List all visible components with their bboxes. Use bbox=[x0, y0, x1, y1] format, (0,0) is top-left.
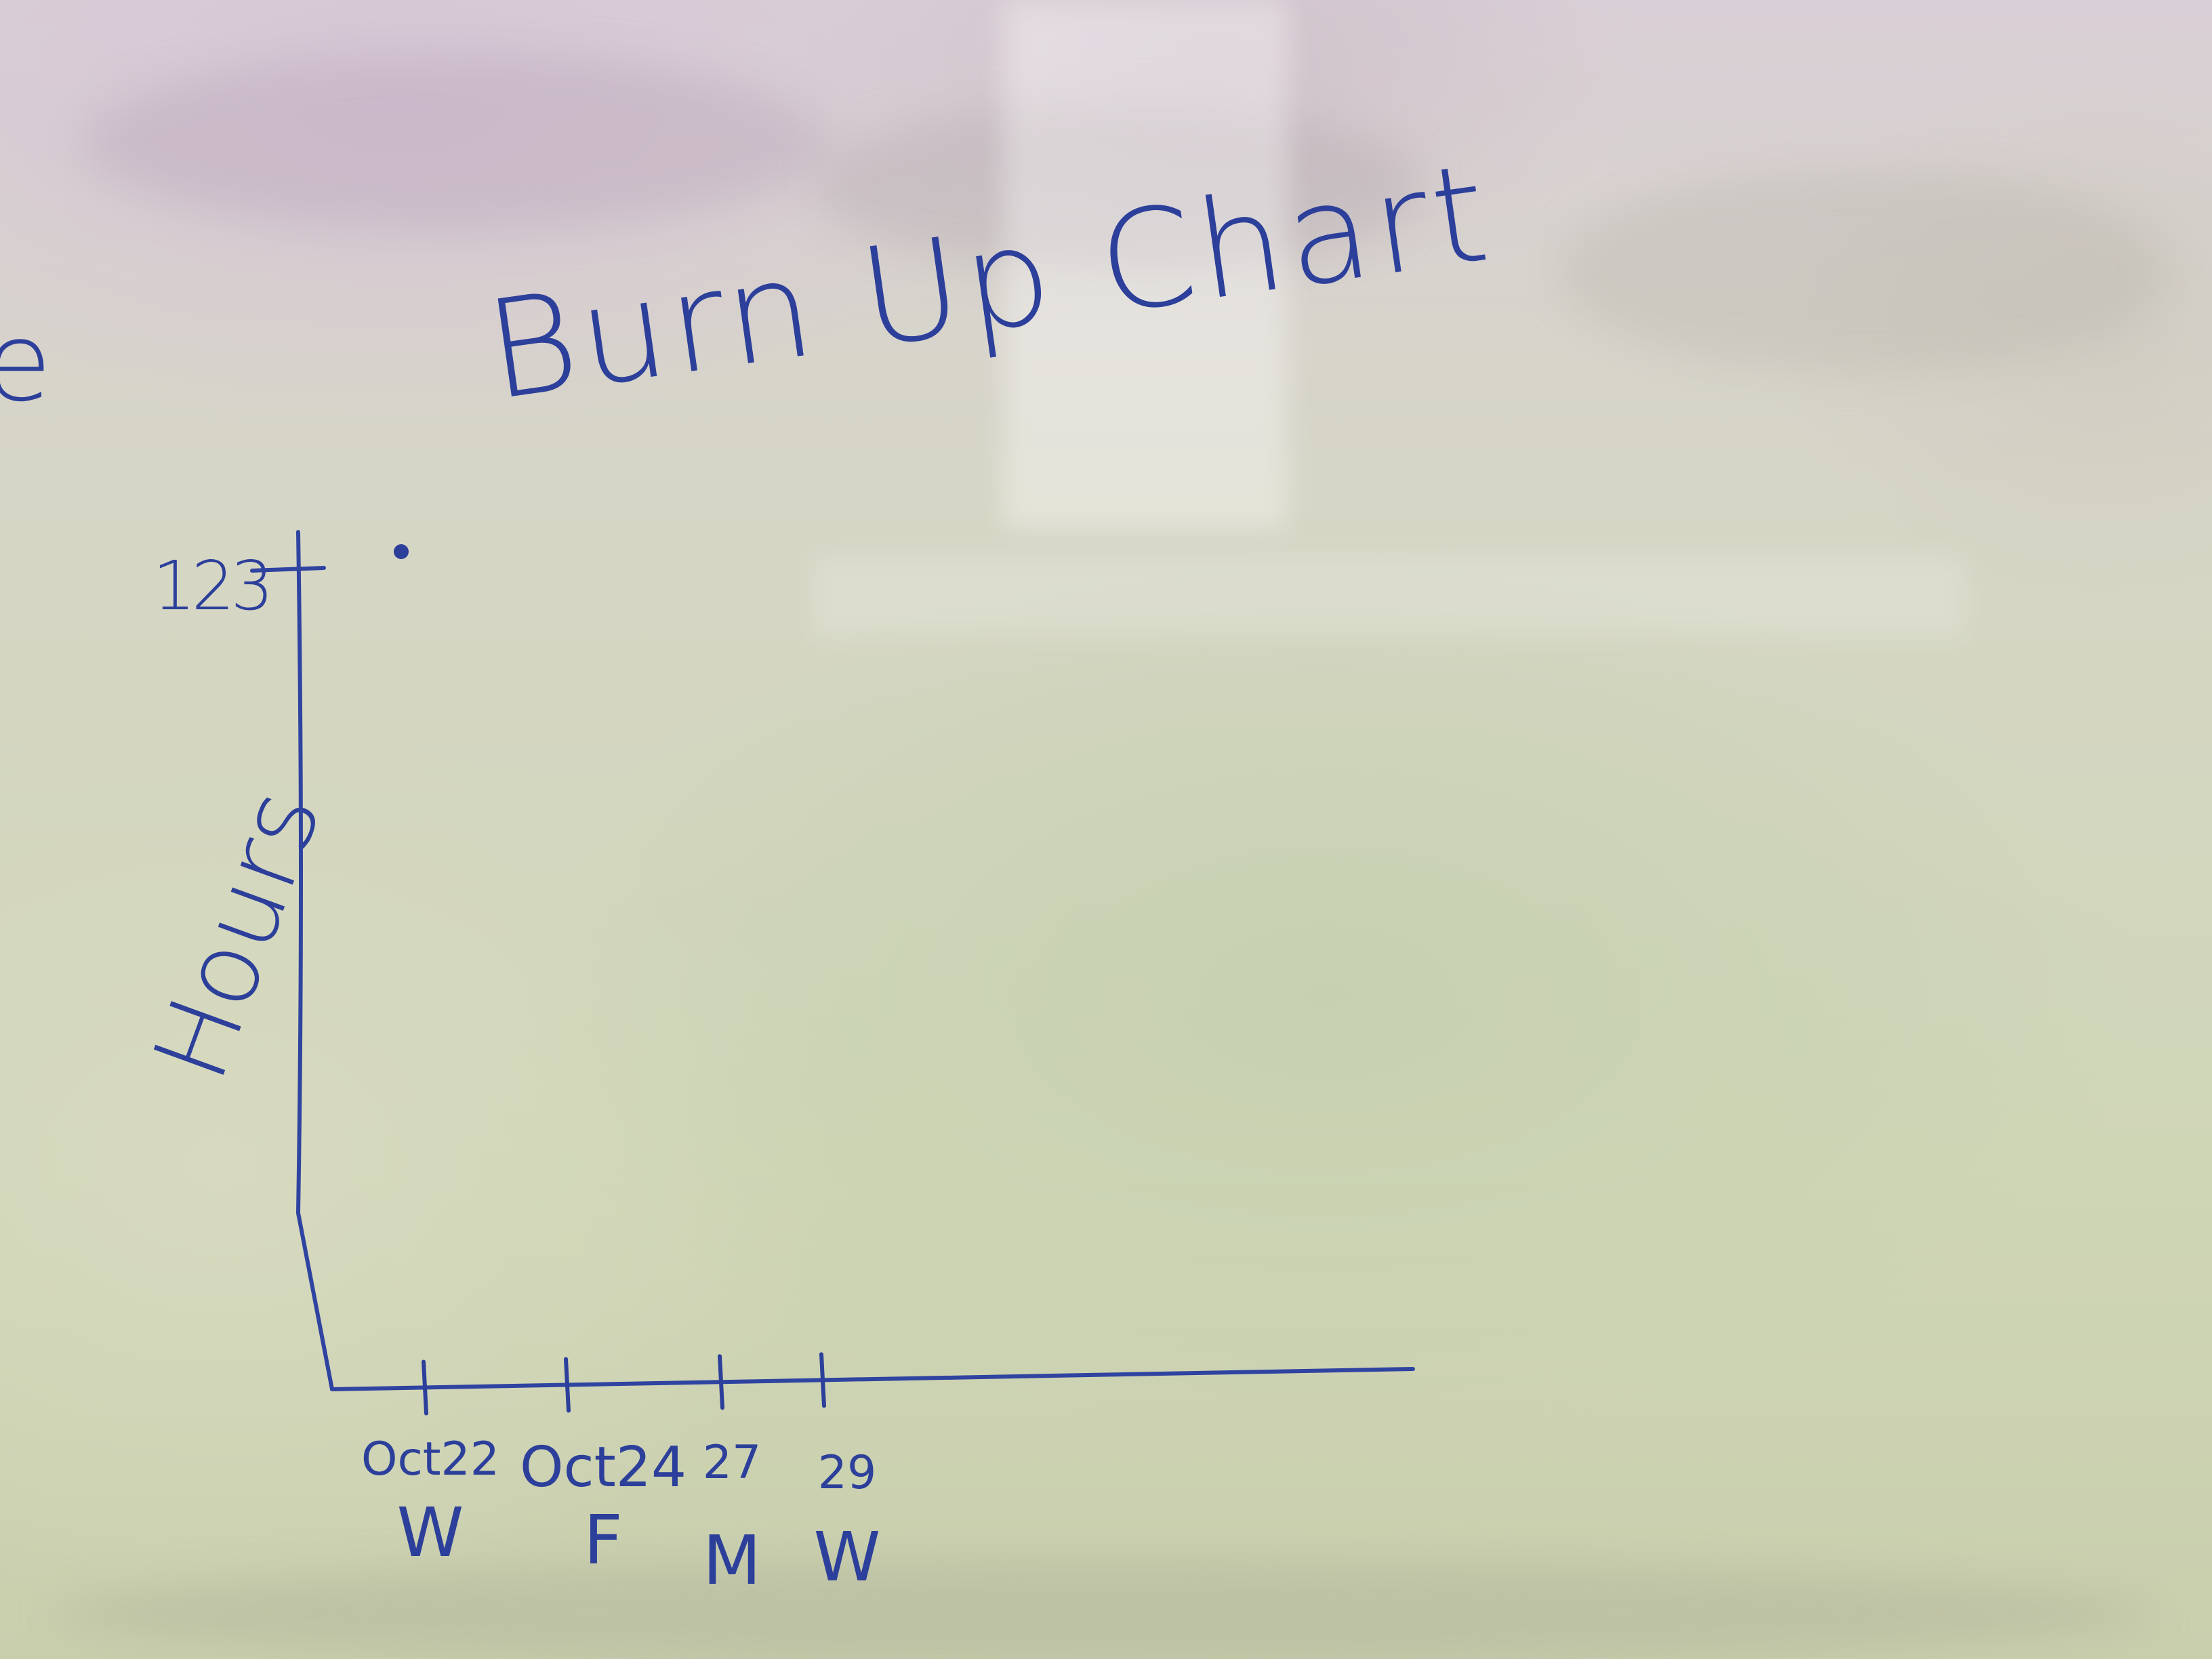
x-tick-date: 27 bbox=[702, 1436, 762, 1490]
x-tick-mark bbox=[422, 1359, 428, 1416]
x-tick-mark bbox=[819, 1352, 826, 1408]
x-tick-day: W bbox=[396, 1493, 464, 1572]
x-tick-date: Oct22 bbox=[361, 1433, 500, 1486]
x-tick-date: 29 bbox=[817, 1446, 877, 1500]
x-tick-label: Oct24 F bbox=[520, 1440, 687, 1574]
x-tick-mark bbox=[718, 1354, 724, 1410]
y-tick-mark bbox=[250, 566, 326, 573]
y-tick-label: 123 bbox=[152, 546, 274, 626]
x-tick-mark bbox=[564, 1357, 571, 1413]
light-glare bbox=[1003, 0, 1288, 529]
x-tick-label: 27 M bbox=[703, 1440, 762, 1595]
x-tick-date: Oct24 bbox=[519, 1435, 687, 1500]
data-points bbox=[394, 544, 409, 559]
partial-edge-letter: e bbox=[0, 299, 52, 426]
x-tick-label: Oct22 W bbox=[361, 1437, 499, 1567]
y-axis-line bbox=[295, 530, 334, 1391]
light-glare bbox=[813, 556, 1965, 637]
x-tick-day: F bbox=[583, 1500, 623, 1580]
x-tick-day: M bbox=[702, 1521, 762, 1600]
x-tick-day: W bbox=[813, 1517, 881, 1597]
x-tick-label: 29 W bbox=[814, 1450, 881, 1591]
data-point bbox=[394, 544, 409, 559]
x-axis-line bbox=[330, 1367, 1415, 1391]
x-tick-group bbox=[422, 1352, 826, 1416]
